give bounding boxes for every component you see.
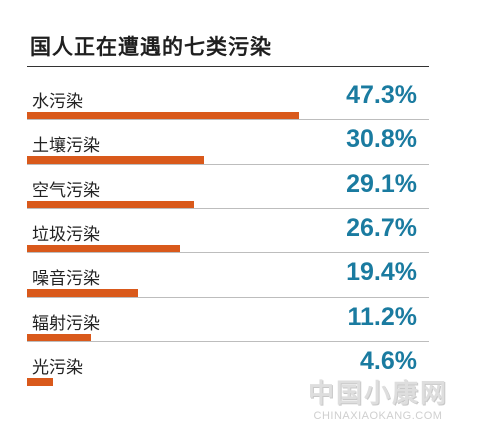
title-divider <box>27 66 429 67</box>
value-label: 4.6% <box>360 346 417 375</box>
bar <box>27 156 204 165</box>
row-divider <box>27 340 429 342</box>
category-label: 光污染 <box>32 357 83 378</box>
category-label: 水污染 <box>32 92 83 112</box>
value-label: 19.4% <box>346 258 417 287</box>
bar <box>27 333 91 342</box>
row-divider <box>27 296 429 298</box>
value-label: 29.1% <box>346 169 417 198</box>
chart-row: 光污染 4.6% <box>0 340 480 386</box>
chart-row: 土壤污染 30.8% <box>0 119 480 165</box>
bar <box>27 377 53 386</box>
value-label: 26.7% <box>346 213 417 242</box>
row-divider <box>27 163 429 165</box>
chart-title: 国人正在遭遇的七类污染 <box>30 35 272 59</box>
category-label: 垃圾污染 <box>32 224 100 245</box>
value-label: 47.3% <box>346 81 417 109</box>
row-divider <box>27 207 429 209</box>
chart-row: 噪音污染 19.4% <box>0 252 480 298</box>
category-label: 噪音污染 <box>32 269 100 290</box>
chart-row: 水污染 47.3% <box>0 75 480 120</box>
category-label: 辐射污染 <box>32 313 100 334</box>
row-divider <box>27 119 429 121</box>
value-label: 30.8% <box>346 125 417 154</box>
category-label: 土壤污染 <box>32 136 100 157</box>
value-label: 11.2% <box>347 302 417 331</box>
row-divider <box>27 252 429 254</box>
bar <box>27 289 138 298</box>
chart-row: 空气污染 29.1% <box>0 163 480 209</box>
watermark-en: CHINAXIAOKANG.COM <box>313 410 443 422</box>
bar <box>27 200 194 209</box>
category-label: 空气污染 <box>32 180 100 201</box>
chart-row: 辐射污染 11.2% <box>0 296 480 342</box>
watermark-cn: 中国小康网 <box>307 379 448 409</box>
bar <box>27 112 299 120</box>
bar <box>27 244 180 253</box>
watermark-logo: 中国小康网 CHINAXIAOKANG.COM <box>308 373 448 422</box>
chart-row: 垃圾污染 26.7% <box>0 207 480 253</box>
